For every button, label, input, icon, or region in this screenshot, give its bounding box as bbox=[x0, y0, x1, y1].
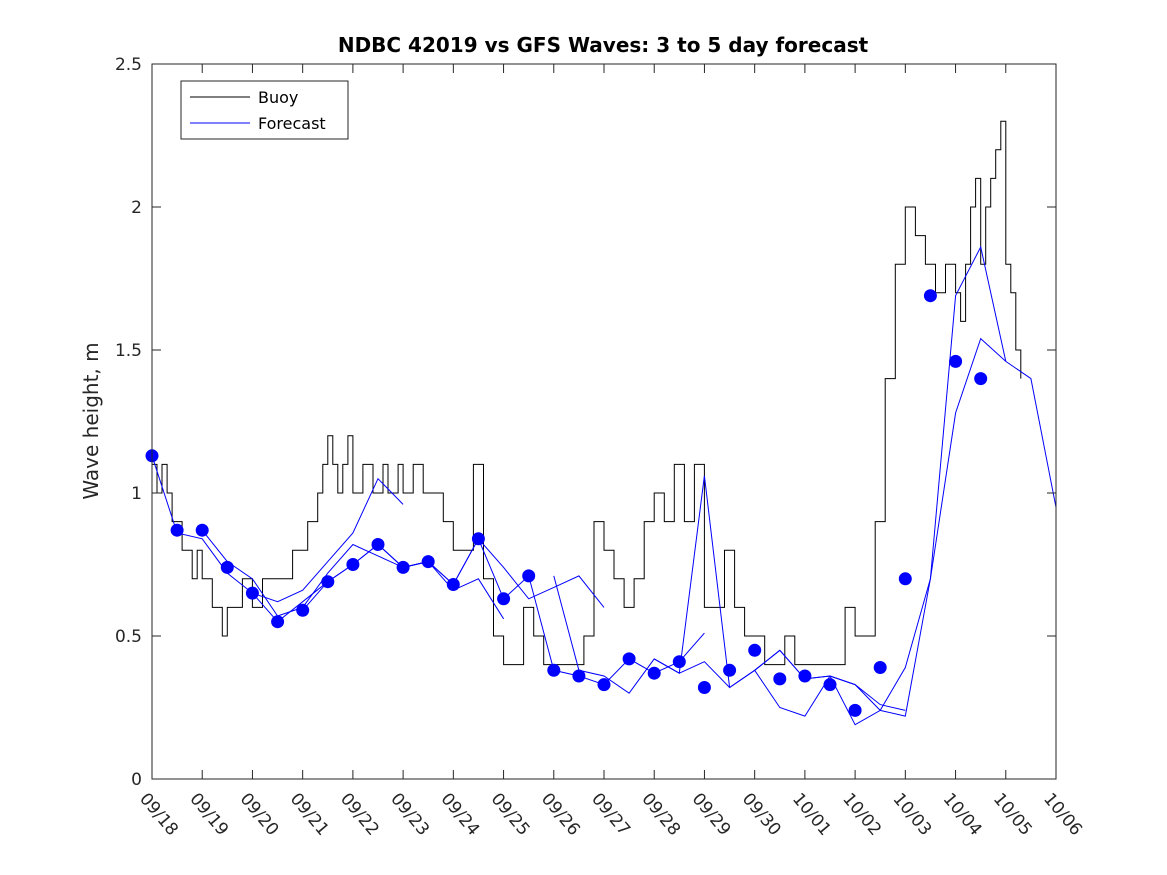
y-axis: 0 0.5 1 1.5 2 2.5 bbox=[115, 55, 1056, 790]
y-tick-label: 2.5 bbox=[115, 55, 142, 75]
forecast-point bbox=[522, 569, 536, 583]
forecast-point bbox=[848, 703, 862, 717]
y-axis-label: Wave height, m bbox=[79, 342, 103, 499]
y-tick-label: 1.5 bbox=[115, 341, 142, 361]
forecast-point bbox=[296, 603, 310, 617]
forecast-point bbox=[748, 643, 762, 657]
forecast-point bbox=[873, 661, 887, 674]
forecast-point bbox=[396, 560, 410, 574]
legend-box bbox=[180, 80, 349, 140]
forecast-point bbox=[622, 652, 636, 666]
forecast-point bbox=[823, 678, 837, 692]
y-tick-label: 1 bbox=[131, 484, 142, 504]
y-tick-label: 0.5 bbox=[115, 627, 142, 647]
forecast-point bbox=[421, 555, 435, 569]
forecast-point bbox=[723, 663, 737, 677]
forecast-point bbox=[773, 672, 787, 686]
forecast-point bbox=[898, 572, 912, 586]
legend-buoy-label: Buoy bbox=[258, 88, 298, 107]
forecast-point bbox=[446, 578, 460, 591]
forecast-point bbox=[647, 666, 661, 680]
forecast-point bbox=[597, 678, 611, 692]
forecast-point bbox=[346, 558, 360, 571]
forecast-point bbox=[672, 655, 686, 669]
forecast-point bbox=[949, 354, 963, 368]
forecast-point bbox=[974, 372, 988, 386]
forecast-point bbox=[697, 681, 711, 694]
forecast-run-line bbox=[151, 455, 404, 603]
forecast-point bbox=[371, 538, 385, 551]
legend-forecast-label: Forecast bbox=[258, 114, 326, 133]
forecast-point bbox=[572, 669, 586, 683]
forecast-point bbox=[497, 592, 511, 606]
chart-title: NDBC 42019 vs GFS Waves: 3 to 5 day fore… bbox=[338, 33, 869, 57]
y-tick-label: 2 bbox=[131, 198, 142, 218]
forecast-point bbox=[923, 289, 937, 303]
forecast-point bbox=[471, 532, 485, 546]
forecast-point bbox=[195, 523, 209, 537]
forecast-point bbox=[170, 523, 184, 537]
y-tick-label: 0 bbox=[131, 770, 142, 790]
marker-layer bbox=[145, 289, 988, 717]
forecast-point bbox=[547, 663, 561, 677]
series-layer bbox=[151, 120, 1057, 726]
forecast-run-line bbox=[653, 658, 906, 717]
forecast-point bbox=[245, 586, 259, 600]
plot-area bbox=[152, 64, 1056, 779]
plot-background bbox=[152, 64, 1056, 779]
legend: Buoy Forecast bbox=[180, 80, 349, 140]
forecast-run-line bbox=[854, 337, 1057, 717]
forecast-point bbox=[271, 615, 285, 629]
forecast-point bbox=[798, 669, 812, 683]
buoy-series-line bbox=[152, 120, 1022, 666]
forecast-point bbox=[220, 560, 234, 574]
forecast-point bbox=[321, 575, 335, 589]
